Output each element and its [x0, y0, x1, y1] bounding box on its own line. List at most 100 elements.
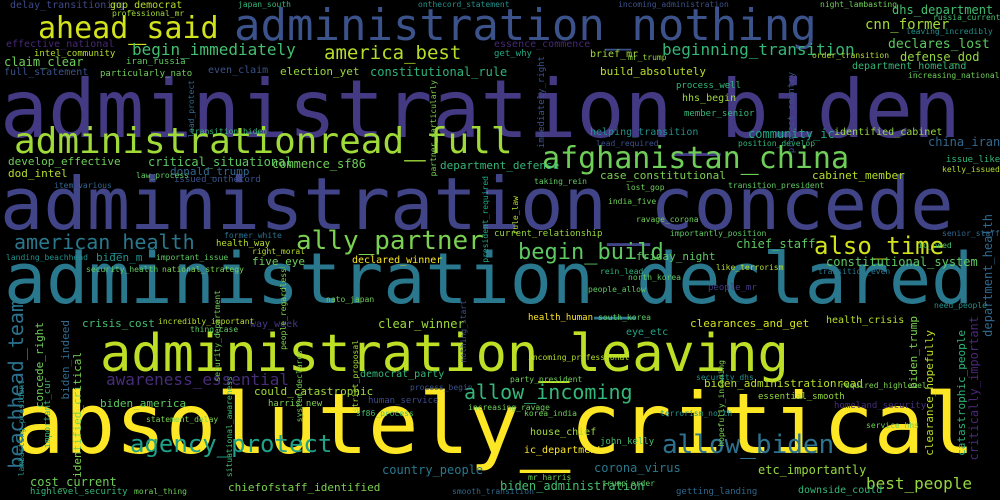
- word: russia_current: [933, 13, 1000, 22]
- word: administration_nothing: [234, 0, 817, 51]
- word: taking_rein: [534, 177, 587, 186]
- word: department_homeland: [852, 61, 967, 72]
- word: homeland_security: [834, 401, 927, 411]
- word: develop_effective: [8, 155, 121, 168]
- word: right_moral: [252, 247, 305, 256]
- word: president_required: [481, 176, 490, 263]
- word: senior_staff: [942, 229, 1000, 238]
- word: constitutional_rule: [370, 65, 508, 79]
- word: ic_need: [918, 241, 952, 250]
- word: beginning_transition: [662, 40, 855, 59]
- word: biden_trump: [907, 316, 920, 389]
- word: hhs_begin: [682, 93, 737, 104]
- word: case_constitutional: [600, 169, 726, 182]
- word: security_department: [213, 290, 222, 382]
- word: biden_administrationread: [704, 377, 863, 390]
- word: biden_m: [96, 251, 143, 264]
- word: important_issue: [156, 253, 229, 262]
- word: begin_build: [518, 240, 664, 265]
- word: five_eye: [252, 255, 305, 268]
- word: catastrophic_people: [955, 330, 968, 456]
- word: department_defense: [440, 159, 560, 172]
- word: mr_trump: [628, 53, 667, 62]
- word: essence_commence: [494, 39, 591, 50]
- word: increasing_ravage: [468, 403, 550, 412]
- word: party_president: [510, 375, 583, 384]
- word: administration_concede: [0, 162, 954, 246]
- word: landing_beachhead: [6, 253, 88, 262]
- word: critically_important: [967, 316, 981, 461]
- word: iran_russia: [126, 57, 186, 67]
- word: people_regardless: [279, 268, 288, 350]
- word: essential_smooth: [758, 392, 845, 402]
- word: japan_south: [238, 0, 291, 9]
- word: india_five: [608, 197, 657, 206]
- word: like_terrorism: [716, 263, 784, 272]
- word: health_human: [528, 313, 594, 323]
- word: transition_even: [818, 267, 891, 276]
- word: biden_indeed: [59, 320, 72, 400]
- word: member_senior: [684, 109, 755, 119]
- word: getting_landing: [676, 487, 758, 497]
- word: system_declares: [295, 350, 304, 423]
- word: order_transition: [812, 51, 890, 60]
- word: cabinet_member: [812, 169, 905, 182]
- word: declares_lost: [888, 37, 990, 52]
- word: rule_law: [511, 196, 520, 235]
- word: health_way: [216, 239, 271, 249]
- word: even_claim: [208, 65, 269, 76]
- word: clearance_hopefully: [923, 330, 936, 456]
- word: ic_department: [524, 445, 603, 456]
- word: nato_japan: [326, 295, 375, 304]
- word: important_cur: [43, 378, 53, 449]
- word: constitutional_system: [826, 255, 978, 269]
- word: moral_thing: [134, 487, 187, 496]
- word: chiefofstaff_identified: [228, 481, 381, 494]
- word: administration_leaving: [100, 324, 789, 384]
- word: rein_lead: [600, 267, 644, 276]
- word: korea_india: [524, 409, 577, 418]
- word: strict_proposal: [351, 340, 360, 413]
- word: people_allow: [588, 285, 646, 294]
- word: intel_community: [34, 49, 116, 59]
- word: identified_critical: [71, 352, 84, 478]
- word: nothing_start: [459, 300, 468, 363]
- word: former_white: [224, 231, 282, 240]
- word: south_korea: [598, 313, 651, 322]
- word: gop_democrat: [110, 0, 183, 11]
- word: ravage_corona: [636, 215, 699, 224]
- word: administration_declared: [4, 238, 974, 320]
- word: ahead_said: [38, 11, 219, 46]
- word: helping_transition: [590, 127, 699, 138]
- word: china_iran: [928, 135, 1000, 149]
- word: community_ic: [748, 127, 835, 141]
- word: american_health: [14, 230, 195, 254]
- word: house_chief: [530, 427, 597, 438]
- word: people_mr: [708, 283, 757, 293]
- word: need_people: [934, 301, 987, 310]
- word: allow_incoming: [464, 380, 633, 404]
- word: cost_current: [30, 475, 117, 489]
- word: current_relationship: [494, 229, 603, 239]
- word: delay_transitioning: [10, 0, 125, 11]
- word: situational_awareness: [225, 376, 234, 478]
- word: professional_mr: [112, 9, 185, 18]
- word: health_crisis: [826, 315, 905, 326]
- word: john_kelly: [600, 437, 655, 447]
- word: mr_harris: [528, 473, 572, 482]
- word: security_health: [86, 265, 159, 274]
- word: america_best: [324, 42, 462, 64]
- word: kelly_issued: [942, 165, 1000, 174]
- word: clearances_and_get: [690, 317, 810, 330]
- word: absolutely_critical: [14, 375, 975, 473]
- word: administration_biden: [0, 63, 961, 156]
- word: eye_etc: [626, 327, 669, 338]
- word: particularly_nato: [100, 69, 193, 79]
- word: transition_president: [728, 181, 825, 190]
- word: lambasting_president: [17, 380, 26, 477]
- word: dhs_department: [892, 3, 994, 17]
- word: terrorism_north: [660, 409, 733, 418]
- word: claim_clear: [4, 55, 84, 69]
- word: etc_importantly: [758, 463, 867, 477]
